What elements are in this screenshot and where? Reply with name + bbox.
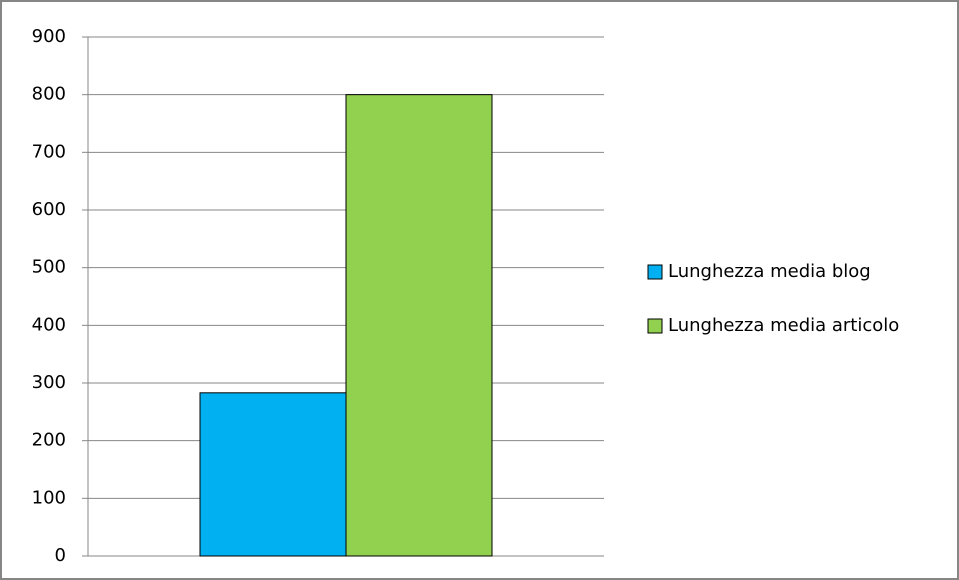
y-tick-label: 900: [32, 26, 66, 47]
y-tick-label: 200: [32, 430, 66, 451]
y-tick-label: 600: [32, 199, 66, 220]
legend-label: Lunghezza media articolo: [668, 315, 899, 336]
y-tick-label: 700: [32, 141, 66, 162]
legend-label: Lunghezza media blog: [668, 261, 871, 282]
bar: [345, 94, 493, 557]
legend-swatch: [647, 318, 663, 334]
y-tick-label: 400: [32, 314, 66, 335]
bar: [199, 392, 347, 557]
y-tick-label: 300: [32, 372, 66, 393]
y-tick-label: 800: [32, 84, 66, 105]
legend-swatch: [647, 264, 663, 280]
y-tick-label: 0: [55, 545, 66, 566]
y-tick-label: 100: [32, 487, 66, 508]
y-tick-label: 500: [32, 257, 66, 278]
